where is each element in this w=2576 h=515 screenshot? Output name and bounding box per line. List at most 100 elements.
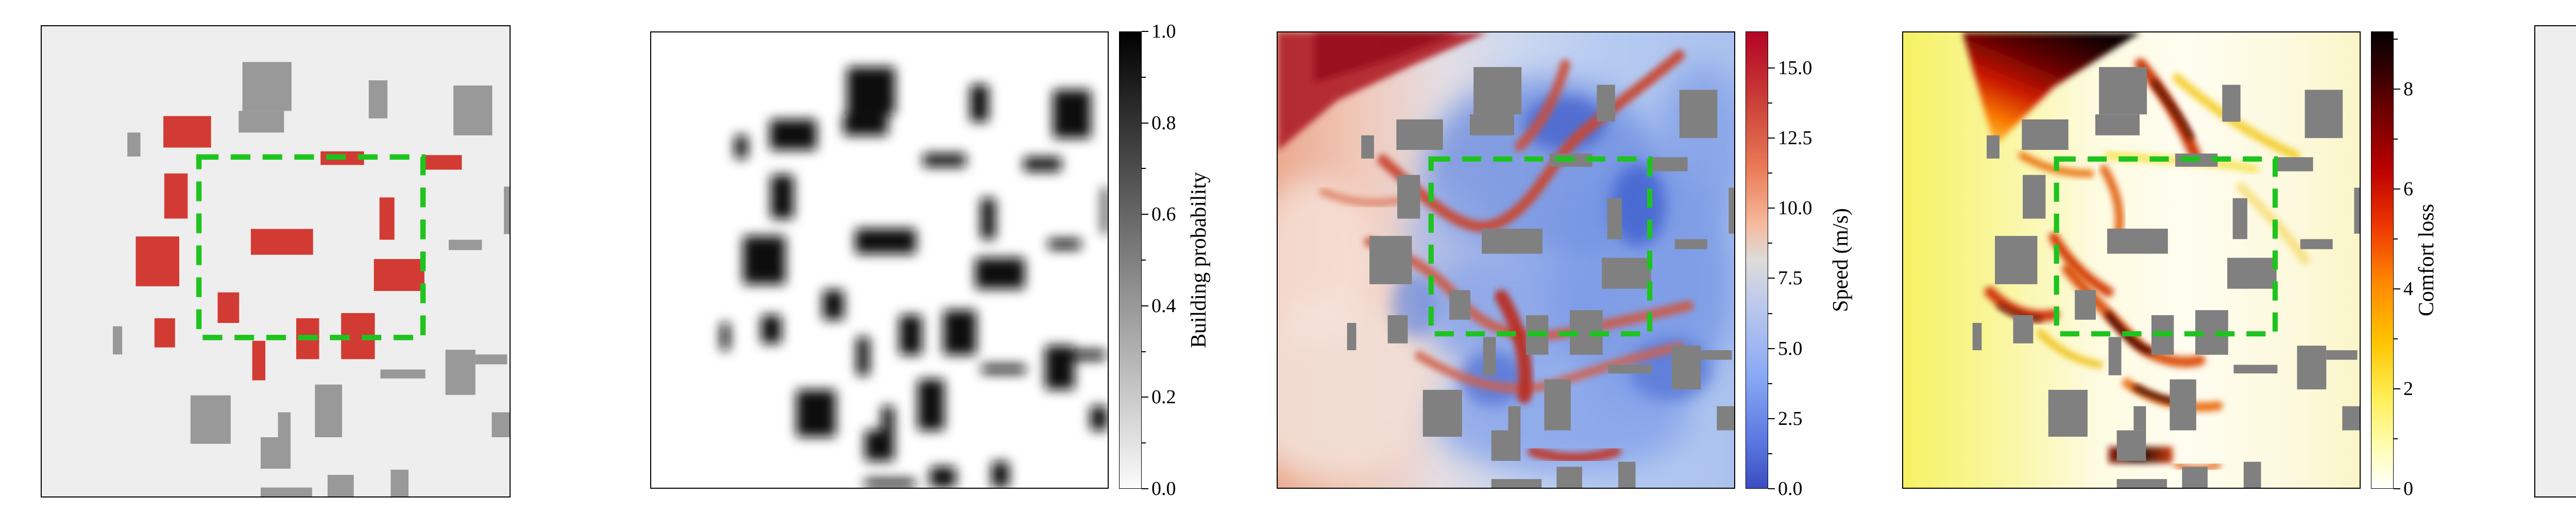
colorbar-tick-label: 0.0: [1778, 478, 1803, 500]
colorbar-major-tick: [1768, 208, 1775, 209]
colorbar-minor-tick: [1142, 260, 1146, 261]
building-footprint: [2075, 290, 2096, 320]
colorbar-minor-tick: [1768, 102, 1772, 104]
colorbar-tick-label: 10.0: [1778, 197, 1812, 219]
probability-blob: [865, 430, 894, 461]
probability-blob: [970, 84, 989, 122]
panel-canvas: [2535, 26, 2576, 496]
colorbar-gradient: [1119, 31, 1142, 489]
movable-building: [164, 173, 188, 219]
existing-building: [260, 487, 312, 496]
target-region-outline: [196, 154, 426, 340]
probability-blob: [761, 315, 782, 344]
colorbar-major-tick: [1142, 397, 1148, 398]
colorbar-tick-label: 5.0: [1778, 337, 1803, 359]
building-footprint: [2048, 389, 2088, 437]
movable-building: [217, 292, 240, 323]
building-footprint: [1618, 461, 1636, 488]
existing-building: [127, 132, 141, 157]
colorbar-tick-label: 4: [2403, 278, 2413, 300]
probability-blob: [1102, 187, 1108, 234]
movable-building: [374, 259, 425, 291]
target-region-outline: [1428, 156, 1653, 337]
movable-building: [379, 197, 395, 240]
colorbar-title: Building probability: [1187, 172, 1211, 348]
probability-blob: [930, 467, 956, 488]
building-footprint: [1607, 198, 1622, 239]
probability-blob: [882, 406, 894, 431]
flow-feature: [2036, 329, 2104, 369]
colorbar-major-tick: [1142, 305, 1148, 306]
flow-feature: [1514, 59, 1570, 151]
existing-building: [391, 469, 409, 496]
colorbar-major-tick: [1768, 278, 1775, 279]
building-footprint: [1361, 135, 1374, 159]
building-footprint: [1995, 236, 2038, 284]
building-footprint: [1544, 379, 1571, 431]
colorbar-major-tick: [1768, 488, 1775, 489]
probability-blob: [1074, 350, 1106, 360]
panel-comfort-loss-initial: [1902, 31, 2361, 489]
colorbar-tick-label: 0: [2403, 478, 2413, 500]
building-footprint: [2233, 365, 2278, 374]
panel-building-probability: [650, 31, 1109, 489]
panel-background: [2535, 26, 2576, 496]
building-footprint: [1556, 467, 1582, 488]
colorbar-tick-label: 0.2: [1151, 386, 1176, 408]
flow-feature: [1377, 49, 1685, 232]
colorbar-comfort-loss-initial: Comfort loss 8 6 4 2 0: [2371, 31, 2458, 499]
building-footprint: [2354, 187, 2360, 234]
building-footprint: [2116, 430, 2146, 461]
colorbar-major-tick: [2394, 488, 2400, 489]
colorbar-tick-label: 1.0: [1151, 21, 1176, 42]
probability-blob: [720, 322, 730, 351]
building-footprint: [2023, 175, 2046, 219]
building-footprint: [1422, 389, 1462, 437]
building-footprint: [1347, 322, 1357, 351]
panel-canvas: [42, 26, 510, 496]
building-footprint: [1491, 479, 1542, 488]
movable-building: [423, 155, 462, 170]
building-footprint: [1987, 135, 1999, 159]
building-footprint: [2170, 379, 2196, 431]
building-footprint: [2304, 90, 2343, 139]
building-footprint: [2222, 84, 2241, 122]
building-footprint: [1650, 157, 1688, 171]
colorbar-minor-tick: [2394, 238, 2398, 239]
panel-canvas: [1903, 32, 2360, 488]
colorbar-minor-tick: [2394, 38, 2398, 40]
building-footprint: [2099, 67, 2147, 115]
colorbar-minor-tick: [1768, 243, 1772, 244]
flow-feature: [2172, 73, 2300, 160]
movable-building: [135, 236, 179, 286]
colorbar-minor-tick: [1142, 168, 1146, 169]
probability-blob: [1048, 239, 1081, 249]
panel-wind-speed: [1277, 31, 1735, 489]
building-footprint: [1608, 365, 1652, 374]
flow-feature: [1528, 445, 1621, 464]
building-footprint: [2227, 258, 2277, 289]
existing-building: [260, 437, 291, 469]
probability-blob: [1045, 346, 1075, 390]
building-footprint: [1671, 346, 1701, 390]
colorbar-major-tick: [1768, 138, 1775, 139]
building-footprint: [2232, 198, 2248, 239]
building-footprint: [2022, 119, 2069, 150]
building-footprint: [1473, 67, 1522, 115]
probability-blob: [1023, 157, 1061, 171]
colorbar-minor-tick: [2394, 138, 2398, 140]
building-footprint: [2108, 337, 2122, 375]
colorbar-tick-label: 6: [2403, 178, 2413, 200]
flow-feature: [1314, 32, 1461, 83]
colorbar-minor-tick: [1142, 442, 1146, 444]
probability-blob: [847, 67, 895, 115]
building-footprint: [2297, 346, 2327, 390]
building-footprint: [1491, 430, 1521, 461]
colorbar-building-probability: Building probability 1.0 0.8 0.6 0.4 0.2 0.0: [1119, 22, 1230, 499]
colorbar-major-tick: [2394, 388, 2400, 389]
colorbar-tick-label: 0.8: [1151, 112, 1176, 134]
existing-building: [445, 350, 476, 395]
colorbar-minor-tick: [2394, 338, 2398, 339]
colorbar-major-tick: [2394, 188, 2400, 190]
